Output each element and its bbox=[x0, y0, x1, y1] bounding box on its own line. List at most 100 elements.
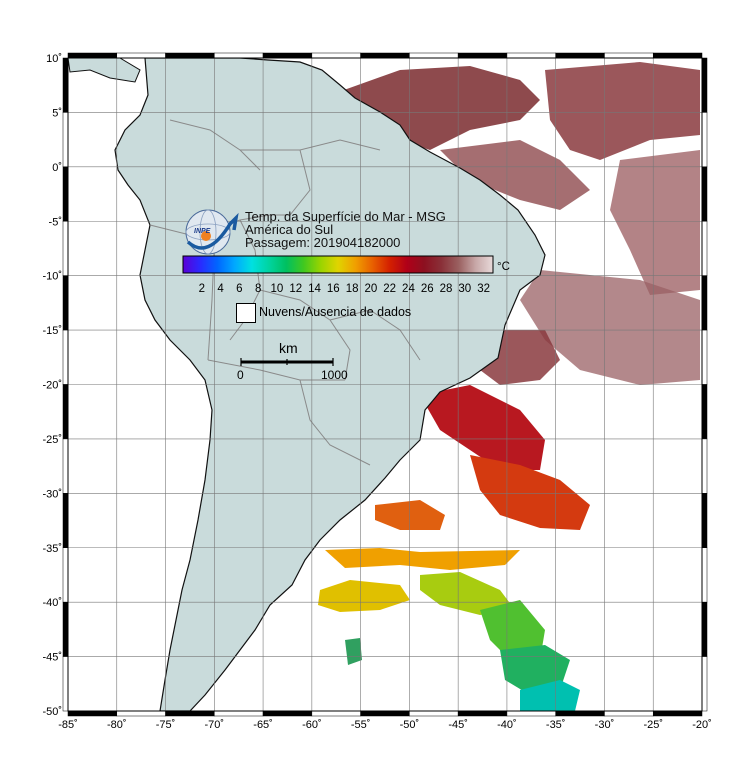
frame-segment bbox=[701, 493, 708, 549]
latitude-label: 0˚ bbox=[52, 162, 62, 174]
frame-segment bbox=[457, 710, 508, 717]
colorbar-tick-label: 26 bbox=[421, 283, 434, 295]
scale-end-label: 1000 bbox=[321, 368, 348, 382]
frame-segment bbox=[604, 710, 654, 717]
frame-segment bbox=[311, 52, 361, 59]
sst-patch-south-1 bbox=[420, 385, 545, 470]
longitude-label: -25˚ bbox=[643, 719, 663, 731]
colorbar-tick-label: 2 bbox=[199, 283, 205, 295]
frame-segment bbox=[555, 52, 605, 59]
latitude-label: -25˚ bbox=[42, 434, 62, 446]
latitude-label: -50˚ bbox=[42, 706, 62, 718]
frame-segment bbox=[214, 52, 264, 59]
colorbar-tick-label: 8 bbox=[255, 283, 261, 295]
sst-patch-south-5 bbox=[420, 572, 515, 615]
sst-patch-south-4 bbox=[325, 548, 520, 570]
frame-segment bbox=[62, 547, 69, 603]
frame-segment bbox=[165, 52, 215, 59]
frame-segment bbox=[506, 710, 556, 717]
latitude-label: -40˚ bbox=[42, 597, 62, 609]
colorbar-unit: °C bbox=[497, 261, 510, 273]
sst-patch-east-equator bbox=[440, 140, 590, 210]
frame-segment bbox=[701, 438, 708, 494]
frame-segment bbox=[360, 710, 410, 717]
colorbar-tick-label: 12 bbox=[289, 283, 302, 295]
colorbar-gradient bbox=[182, 255, 494, 274]
scale-unit: km bbox=[279, 340, 298, 356]
latitude-label: -5˚ bbox=[49, 216, 62, 228]
colorbar-tick-label: 22 bbox=[383, 283, 396, 295]
central-america-land bbox=[68, 58, 141, 83]
frame-segment bbox=[409, 52, 459, 59]
latitude-label: -10˚ bbox=[42, 271, 62, 283]
sst-patch-east-south bbox=[520, 270, 700, 385]
frame-segment bbox=[701, 656, 708, 712]
sst-patch-east-mid bbox=[610, 150, 700, 295]
scale-bar bbox=[240, 358, 334, 366]
frame-segment bbox=[67, 710, 118, 717]
longitude-label: -60˚ bbox=[302, 719, 322, 731]
colorbar-tick-label: 18 bbox=[346, 283, 359, 295]
frame-segment bbox=[62, 329, 69, 385]
longitude-label: -65˚ bbox=[253, 719, 273, 731]
sst-patch-south-7 bbox=[480, 600, 545, 660]
frame-segment bbox=[62, 275, 69, 331]
frame-segment bbox=[165, 710, 215, 717]
frame-segment bbox=[701, 221, 708, 276]
sst-patch-northeast bbox=[545, 62, 700, 160]
colorbar-tick-label: 20 bbox=[364, 283, 377, 295]
longitude-label: -80˚ bbox=[107, 719, 127, 731]
sst-layer bbox=[318, 62, 700, 711]
longitude-label: -70˚ bbox=[205, 719, 225, 731]
title-line-2: América do Sul bbox=[245, 222, 334, 237]
frame-segment bbox=[360, 52, 410, 59]
latitude-label: -45˚ bbox=[42, 652, 62, 664]
sst-patch-north bbox=[330, 66, 540, 150]
sst-patch-south-10 bbox=[345, 638, 362, 665]
sst-patch-south-2 bbox=[470, 455, 590, 530]
no-data-swatch bbox=[236, 303, 256, 323]
frame-segment bbox=[652, 710, 703, 717]
longitude-label: -85˚ bbox=[58, 719, 78, 731]
frame-border bbox=[62, 52, 708, 717]
frame-segment bbox=[311, 710, 361, 717]
frame-segment bbox=[62, 384, 69, 440]
frame-segment bbox=[701, 275, 708, 331]
frame-segment bbox=[262, 52, 313, 59]
frame-segment bbox=[67, 52, 118, 59]
frame-segment bbox=[701, 112, 708, 168]
colorbar-tick-label: 32 bbox=[477, 283, 490, 295]
frame-segment bbox=[116, 52, 166, 59]
inpe-logo-icon: INPE bbox=[185, 209, 239, 255]
frame-segment bbox=[701, 329, 708, 385]
frame-segment bbox=[701, 601, 708, 657]
frame-segment bbox=[701, 384, 708, 440]
title-line-3: Passagem: 201904182000 bbox=[245, 235, 401, 250]
colorbar-tick-label: 28 bbox=[440, 283, 453, 295]
longitude-label: -30˚ bbox=[595, 719, 615, 731]
frame-segment bbox=[409, 710, 459, 717]
colorbar-tick-label: 10 bbox=[271, 283, 284, 295]
latitude-label: -15˚ bbox=[42, 325, 62, 337]
title-line-1: Temp. da Superfície do Mar - MSG bbox=[245, 209, 446, 224]
colorbar-tick-label: 14 bbox=[308, 283, 321, 295]
longitude-label: -45˚ bbox=[448, 719, 468, 731]
frame-segment bbox=[701, 166, 708, 222]
frame-segment bbox=[506, 52, 556, 59]
frame-segment bbox=[62, 221, 69, 276]
svg-text:INPE: INPE bbox=[194, 228, 211, 235]
longitude-label: -75˚ bbox=[156, 719, 176, 731]
latitude-label: -20˚ bbox=[42, 380, 62, 392]
longitude-label: -50˚ bbox=[400, 719, 420, 731]
frame-segment bbox=[62, 438, 69, 494]
longitude-label: -20˚ bbox=[692, 719, 712, 731]
sst-patch-south-6 bbox=[318, 580, 410, 612]
longitude-label: -35˚ bbox=[546, 719, 566, 731]
frame-segment bbox=[62, 57, 69, 113]
frame-segment bbox=[214, 710, 264, 717]
frame-segment bbox=[457, 52, 508, 59]
no-data-label: Nuvens/Ausencia de dados bbox=[259, 305, 412, 319]
sst-patch-south-3 bbox=[375, 500, 445, 530]
colorbar-ticks: 2 4 6 8 10 12 14 16 18 20 22 24 26 28 30 32 bbox=[199, 283, 490, 295]
